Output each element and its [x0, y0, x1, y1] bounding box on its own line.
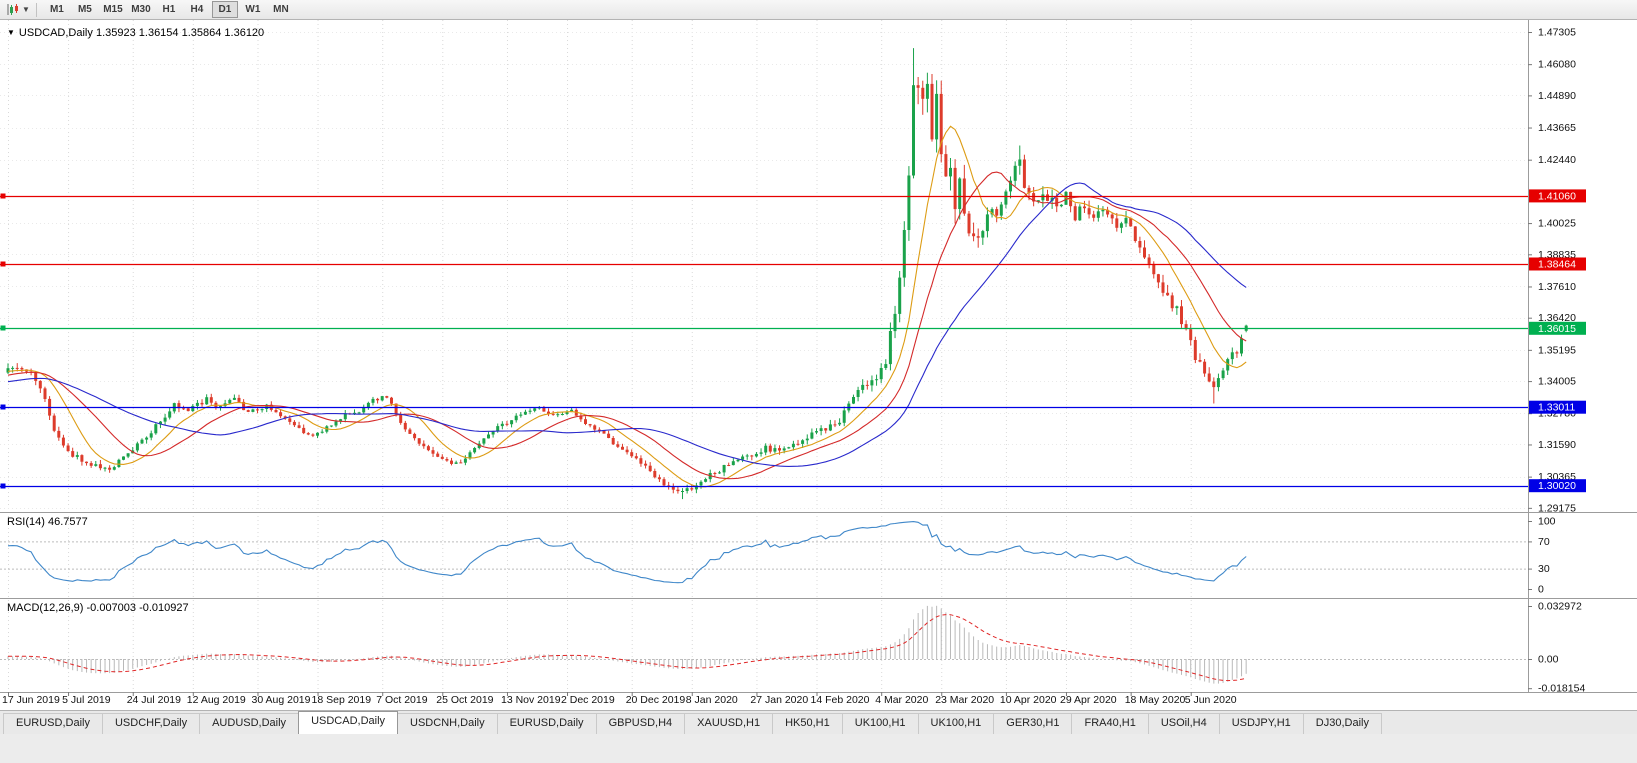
ma-20-line	[7, 171, 1247, 480]
chart-tabbar: EURUSD,Daily USDCHF,Daily AUDUSD,Daily USDC…	[0, 710, 1637, 734]
svg-text:1.35195: 1.35195	[1538, 344, 1576, 356]
svg-text:8 Jan 2020: 8 Jan 2020	[686, 694, 738, 706]
svg-text:5 Jul 2019: 5 Jul 2019	[62, 694, 111, 706]
svg-text:24 Jul 2019: 24 Jul 2019	[127, 694, 181, 706]
timeframe-button-d1[interactable]: D1	[211, 1, 238, 18]
svg-text:2 Dec 2019: 2 Dec 2019	[561, 694, 615, 706]
svg-text:10 Apr 2020: 10 Apr 2020	[1000, 694, 1057, 706]
timeframe-button-w1[interactable]: W1	[245, 4, 261, 15]
svg-text:1.40025: 1.40025	[1538, 218, 1576, 230]
svg-text:20 Dec 2019: 20 Dec 2019	[626, 694, 686, 706]
svg-text:1.44890: 1.44890	[1538, 90, 1576, 102]
svg-text:5 Jun 2020: 5 Jun 2020	[1185, 694, 1237, 706]
candlestick-layer[interactable]	[6, 48, 1248, 500]
svg-text:27 Jan 2020: 27 Jan 2020	[750, 694, 808, 706]
chart-tab-usoil-h4[interactable]: USOil,H4	[1147, 713, 1220, 734]
svg-text:1.30020: 1.30020	[1538, 480, 1576, 492]
chart-tab-xauusd-h1[interactable]: XAUUSD,H1	[684, 713, 774, 734]
chart-tab-usdjpy-h1[interactable]: USDJPY,H1	[1218, 713, 1304, 734]
svg-text:-0.018154: -0.018154	[1538, 683, 1585, 695]
svg-text:1.36420: 1.36420	[1538, 312, 1576, 324]
svg-text:1.36015: 1.36015	[1538, 323, 1576, 335]
svg-text:0.00: 0.00	[1538, 654, 1559, 666]
svg-text:14 Feb 2020: 14 Feb 2020	[811, 694, 870, 706]
svg-text:1.29175: 1.29175	[1538, 502, 1576, 514]
time-axis[interactable]: 17 Jun 2019 5 Jul 2019 24 Jul 2019 12 Aug 2…	[2, 692, 1237, 706]
svg-text:1.37610: 1.37610	[1538, 281, 1576, 293]
macd-signal-line	[8, 614, 1247, 682]
svg-text:1.47305: 1.47305	[1538, 27, 1576, 39]
chart-tab-fra40-h1[interactable]: FRA40,H1	[1071, 713, 1149, 734]
timeframe-button-mn[interactable]: MN	[273, 4, 289, 15]
svg-text:4 Mar 2020: 4 Mar 2020	[875, 694, 928, 706]
chart-window: 1.47305 1.46080 1.44890 1.43665 1.42440 1.400…	[0, 20, 1637, 710]
chart-tab-uk100-h1[interactable]: UK100,H1	[841, 713, 919, 734]
chart-canvas[interactable]: 1.47305 1.46080 1.44890 1.43665 1.42440 1.400…	[0, 20, 1637, 710]
chart-tab-hk50-h1[interactable]: HK50,H1	[772, 713, 843, 734]
svg-text:1.41060: 1.41060	[1538, 190, 1576, 202]
svg-text:30: 30	[1538, 563, 1550, 575]
svg-text:1.46080: 1.46080	[1538, 59, 1576, 71]
top-toolbar: ▼ M1 M5 M15 M30 H1 H4 D1 W1 MN	[0, 0, 1637, 20]
svg-text:18 Sep 2019: 18 Sep 2019	[312, 694, 372, 706]
svg-text:1.33011: 1.33011	[1538, 402, 1575, 414]
timeframe-button-m1[interactable]: M1	[49, 4, 64, 15]
svg-text:100: 100	[1538, 516, 1556, 528]
svg-text:1.31590: 1.31590	[1538, 439, 1576, 451]
toolbar-separator	[35, 2, 37, 17]
svg-text:12 Aug 2019: 12 Aug 2019	[187, 694, 246, 706]
chart-type-icon[interactable]	[5, 3, 21, 17]
price-level-badges: 1.41060 1.38464 1.36015 1.33011 1.30020	[1529, 189, 1586, 493]
svg-text:0: 0	[1538, 584, 1544, 596]
svg-text:25 Oct 2019: 25 Oct 2019	[436, 694, 493, 706]
timeframe-button-m5[interactable]: M5	[77, 4, 92, 15]
chart-tab-audusd-daily[interactable]: AUDUSD,Daily	[199, 713, 300, 734]
svg-text:23 Mar 2020: 23 Mar 2020	[935, 694, 994, 706]
svg-text:18 May 2020: 18 May 2020	[1125, 694, 1186, 706]
timeframe-button-h4[interactable]: H4	[190, 4, 204, 15]
price-axis[interactable]: 1.47305 1.46080 1.44890 1.43665 1.42440 1.400…	[1528, 27, 1585, 695]
svg-text:70: 70	[1538, 536, 1550, 548]
svg-text:1.34005: 1.34005	[1538, 376, 1576, 388]
svg-text:29 Apr 2020: 29 Apr 2020	[1060, 694, 1117, 706]
timeframe-button-m15[interactable]: M15	[103, 4, 123, 15]
svg-text:1.38464: 1.38464	[1538, 259, 1576, 271]
svg-text:13 Nov 2019: 13 Nov 2019	[501, 694, 561, 706]
chart-type-dropdown-icon[interactable]: ▼	[22, 5, 30, 14]
svg-text:7 Oct 2019: 7 Oct 2019	[376, 694, 428, 706]
grid	[0, 20, 1528, 692]
horizontal-level-lines[interactable]	[0, 193, 1528, 489]
timeframe-button-h1[interactable]: H1	[162, 4, 176, 15]
chart-tab-usdcad-daily[interactable]: USDCAD,Daily	[298, 711, 399, 734]
chart-tab-eurusd-daily[interactable]: EURUSD,Daily	[496, 713, 597, 734]
svg-text:1.43665: 1.43665	[1538, 122, 1576, 134]
timeframe-button-m30[interactable]: M30	[131, 4, 151, 15]
macd-histogram	[7, 605, 1247, 684]
ma-38-line	[7, 182, 1247, 467]
pane-separators[interactable]	[0, 20, 1637, 693]
chart-tab-eurusd-daily[interactable]: EURUSD,Daily	[3, 713, 103, 734]
chart-tab-usdchf-daily[interactable]: USDCHF,Daily	[101, 713, 201, 734]
ma-10-line	[7, 125, 1247, 488]
svg-text:30 Aug 2019: 30 Aug 2019	[252, 694, 311, 706]
chart-tab-uk100-h1[interactable]: UK100,H1	[917, 713, 995, 734]
chart-tab-dj30-daily[interactable]: DJ30,Daily	[1302, 713, 1382, 734]
svg-text:1.38835: 1.38835	[1538, 249, 1576, 261]
timeframe-group: M1 M5 M15 M30 H1 H4 D1 W1 MN	[43, 1, 295, 18]
svg-text:0.032972: 0.032972	[1538, 601, 1582, 613]
rsi-line	[7, 521, 1247, 584]
svg-text:1.42440: 1.42440	[1538, 154, 1576, 166]
chart-tab-usdcnh-daily[interactable]: USDCNH,Daily	[397, 713, 498, 734]
bottom-strip	[0, 734, 1637, 763]
chart-tab-gbpusd-h4[interactable]: GBPUSD,H4	[595, 713, 686, 734]
moving-average-lines	[7, 125, 1247, 488]
svg-text:17 Jun 2019: 17 Jun 2019	[2, 694, 60, 706]
chart-tab-ger30-h1[interactable]: GER30,H1	[993, 713, 1073, 734]
